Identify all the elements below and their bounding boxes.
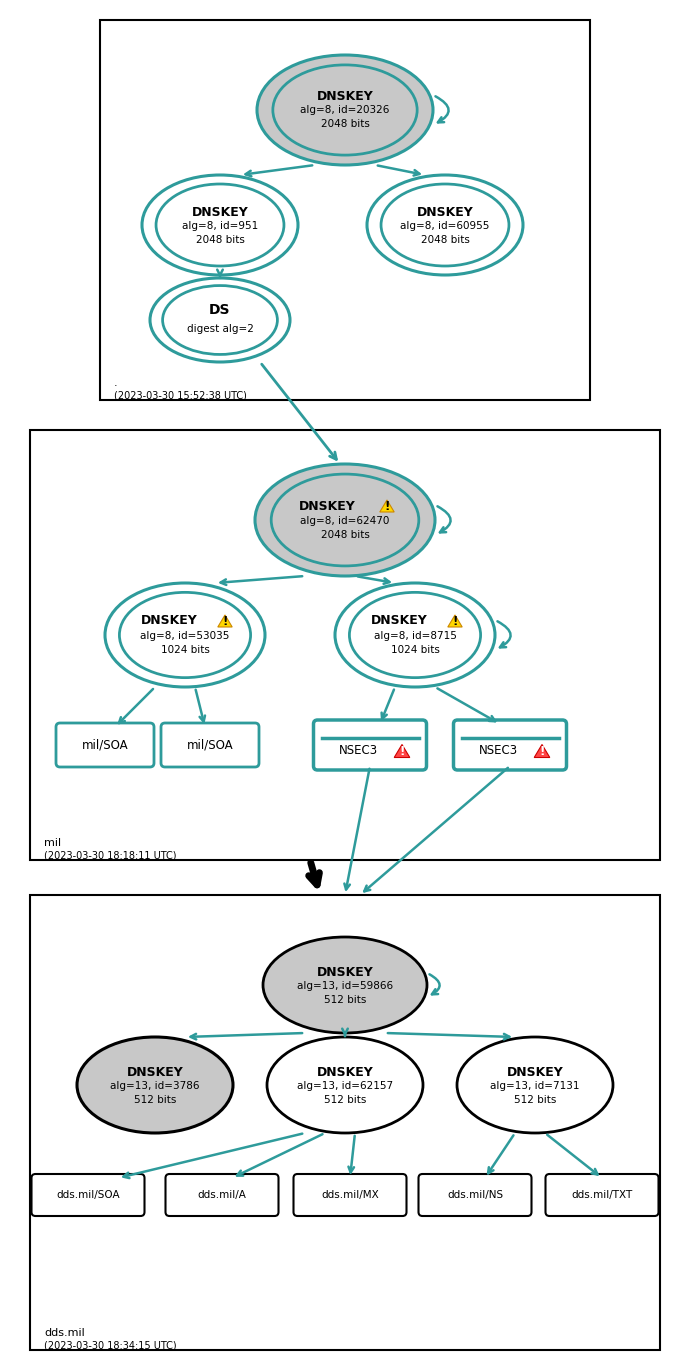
- Ellipse shape: [335, 583, 495, 687]
- Polygon shape: [448, 615, 462, 627]
- Text: 512 bits: 512 bits: [134, 1095, 176, 1104]
- Text: alg=8, id=951: alg=8, id=951: [182, 221, 258, 230]
- Polygon shape: [218, 615, 233, 627]
- Text: mil: mil: [44, 838, 61, 848]
- Text: DNSKEY: DNSKEY: [317, 89, 374, 103]
- Text: dds.mil/NS: dds.mil/NS: [447, 1190, 503, 1200]
- Text: alg=13, id=62157: alg=13, id=62157: [297, 1081, 393, 1091]
- Polygon shape: [380, 499, 394, 512]
- Text: 2048 bits: 2048 bits: [320, 119, 370, 129]
- Ellipse shape: [105, 583, 265, 687]
- Ellipse shape: [349, 593, 481, 678]
- FancyBboxPatch shape: [161, 723, 259, 767]
- Ellipse shape: [156, 184, 284, 266]
- Text: dds.mil/SOA: dds.mil/SOA: [56, 1190, 120, 1200]
- FancyBboxPatch shape: [165, 1174, 278, 1216]
- Text: 2048 bits: 2048 bits: [320, 530, 370, 541]
- Ellipse shape: [263, 937, 427, 1033]
- Text: 1024 bits: 1024 bits: [161, 645, 210, 654]
- Ellipse shape: [381, 184, 509, 266]
- Text: .: .: [114, 379, 118, 388]
- Ellipse shape: [273, 64, 417, 155]
- Ellipse shape: [150, 279, 290, 362]
- Text: DNSKEY: DNSKEY: [417, 206, 473, 218]
- Polygon shape: [534, 745, 550, 757]
- FancyBboxPatch shape: [30, 895, 660, 1350]
- Text: alg=8, id=20326: alg=8, id=20326: [300, 106, 390, 115]
- Text: 2048 bits: 2048 bits: [421, 235, 469, 246]
- Text: NSEC3: NSEC3: [478, 745, 518, 757]
- Text: DNSKEY: DNSKEY: [127, 1066, 183, 1078]
- Text: dds.mil: dds.mil: [44, 1328, 84, 1338]
- Text: 512 bits: 512 bits: [324, 995, 366, 1006]
- Ellipse shape: [255, 464, 435, 576]
- FancyBboxPatch shape: [313, 720, 426, 770]
- FancyBboxPatch shape: [293, 1174, 406, 1216]
- Text: !: !: [384, 501, 390, 513]
- Text: DNSKEY: DNSKEY: [507, 1066, 563, 1078]
- Text: (2023-03-30 15:52:38 UTC): (2023-03-30 15:52:38 UTC): [114, 390, 247, 401]
- Text: dds.mil/A: dds.mil/A: [197, 1190, 246, 1200]
- Text: DNSKEY: DNSKEY: [299, 499, 356, 513]
- Text: alg=8, id=53035: alg=8, id=53035: [140, 631, 230, 641]
- Text: !: !: [539, 745, 545, 759]
- Ellipse shape: [457, 1037, 613, 1133]
- Text: dds.mil/MX: dds.mil/MX: [321, 1190, 379, 1200]
- Text: digest alg=2: digest alg=2: [187, 324, 253, 333]
- Polygon shape: [394, 745, 410, 757]
- Text: DS: DS: [209, 303, 230, 317]
- Text: DNSKEY: DNSKEY: [371, 615, 428, 627]
- Text: NSEC3: NSEC3: [338, 745, 378, 757]
- Text: 512 bits: 512 bits: [514, 1095, 556, 1104]
- FancyBboxPatch shape: [545, 1174, 659, 1216]
- Text: !: !: [222, 615, 228, 628]
- Text: !: !: [399, 745, 405, 759]
- FancyBboxPatch shape: [30, 429, 660, 860]
- Text: mil/SOA: mil/SOA: [82, 738, 128, 752]
- FancyBboxPatch shape: [32, 1174, 145, 1216]
- Ellipse shape: [367, 176, 523, 274]
- Text: (2023-03-30 18:18:11 UTC): (2023-03-30 18:18:11 UTC): [44, 851, 176, 860]
- Ellipse shape: [142, 176, 298, 274]
- FancyBboxPatch shape: [56, 723, 154, 767]
- Text: 512 bits: 512 bits: [324, 1095, 366, 1104]
- Ellipse shape: [163, 285, 277, 354]
- Text: DNSKEY: DNSKEY: [192, 206, 248, 218]
- Text: DNSKEY: DNSKEY: [317, 966, 374, 978]
- Text: dds.mil/TXT: dds.mil/TXT: [572, 1190, 632, 1200]
- Text: alg=13, id=59866: alg=13, id=59866: [297, 981, 393, 991]
- Text: alg=13, id=3786: alg=13, id=3786: [110, 1081, 200, 1091]
- Ellipse shape: [271, 475, 419, 565]
- Text: alg=8, id=8715: alg=8, id=8715: [374, 631, 457, 641]
- Text: 2048 bits: 2048 bits: [196, 235, 244, 246]
- Text: alg=8, id=60955: alg=8, id=60955: [400, 221, 490, 230]
- Ellipse shape: [267, 1037, 423, 1133]
- Text: DNSKEY: DNSKEY: [140, 615, 197, 627]
- Text: alg=8, id=62470: alg=8, id=62470: [300, 516, 390, 525]
- Text: alg=13, id=7131: alg=13, id=7131: [490, 1081, 580, 1091]
- Text: 1024 bits: 1024 bits: [390, 645, 439, 654]
- Text: !: !: [453, 615, 457, 628]
- FancyBboxPatch shape: [453, 720, 567, 770]
- FancyBboxPatch shape: [100, 21, 590, 401]
- Text: mil/SOA: mil/SOA: [187, 738, 233, 752]
- Text: DNSKEY: DNSKEY: [317, 1066, 374, 1078]
- Ellipse shape: [257, 55, 433, 165]
- Text: (2023-03-30 18:34:15 UTC): (2023-03-30 18:34:15 UTC): [44, 1340, 176, 1350]
- FancyBboxPatch shape: [419, 1174, 531, 1216]
- Ellipse shape: [120, 593, 251, 678]
- Ellipse shape: [77, 1037, 233, 1133]
